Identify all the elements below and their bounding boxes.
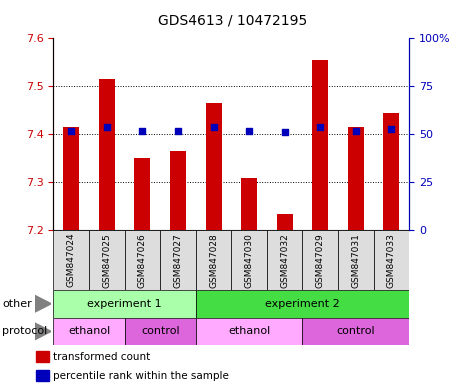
Text: percentile rank within the sample: percentile rank within the sample	[53, 371, 228, 381]
Point	[174, 127, 182, 134]
Bar	[36, 370, 49, 381]
Bar	[206, 103, 221, 230]
Text: GSM847030: GSM847030	[245, 233, 253, 288]
Bar	[348, 127, 364, 230]
Text: GSM847032: GSM847032	[280, 233, 289, 288]
Bar	[312, 60, 328, 230]
Bar	[160, 230, 196, 290]
Bar	[303, 230, 338, 290]
Bar	[374, 230, 409, 290]
Bar	[53, 318, 125, 345]
Point	[103, 124, 111, 130]
Text: GSM847033: GSM847033	[387, 233, 396, 288]
Polygon shape	[35, 323, 51, 340]
Text: GSM847026: GSM847026	[138, 233, 147, 288]
Bar	[125, 318, 196, 345]
Text: GSM847031: GSM847031	[352, 233, 360, 288]
Bar	[277, 214, 292, 230]
Bar	[63, 127, 79, 230]
Point	[281, 129, 288, 136]
Bar	[53, 230, 89, 290]
Point	[317, 124, 324, 130]
Text: transformed count: transformed count	[53, 352, 150, 362]
Bar	[134, 158, 150, 230]
Point	[246, 127, 253, 134]
Text: GSM847024: GSM847024	[67, 233, 76, 288]
Bar	[53, 290, 196, 318]
Bar	[36, 351, 49, 362]
Text: GDS4613 / 10472195: GDS4613 / 10472195	[158, 13, 307, 27]
Bar	[196, 318, 303, 345]
Bar	[170, 151, 186, 230]
Text: experiment 2: experiment 2	[265, 299, 340, 309]
Bar	[196, 290, 409, 318]
Bar	[196, 230, 232, 290]
Point	[352, 127, 359, 134]
Bar	[89, 230, 125, 290]
Bar	[384, 113, 399, 230]
Text: experiment 1: experiment 1	[87, 299, 162, 309]
Point	[388, 126, 395, 132]
Text: GSM847029: GSM847029	[316, 233, 325, 288]
Point	[139, 127, 146, 134]
Text: other: other	[2, 299, 32, 309]
Text: control: control	[337, 326, 375, 336]
Bar	[338, 230, 374, 290]
Bar	[303, 318, 409, 345]
Bar	[232, 230, 267, 290]
Bar	[241, 177, 257, 230]
Text: control: control	[141, 326, 179, 336]
Text: GSM847028: GSM847028	[209, 233, 218, 288]
Bar	[99, 79, 115, 230]
Text: ethanol: ethanol	[68, 326, 110, 336]
Point	[210, 124, 217, 130]
Text: protocol: protocol	[2, 326, 47, 336]
Bar	[125, 230, 160, 290]
Text: GSM847025: GSM847025	[102, 233, 111, 288]
Text: GSM847027: GSM847027	[173, 233, 182, 288]
Polygon shape	[35, 295, 51, 312]
Point	[67, 127, 75, 134]
Text: ethanol: ethanol	[228, 326, 270, 336]
Bar	[267, 230, 303, 290]
